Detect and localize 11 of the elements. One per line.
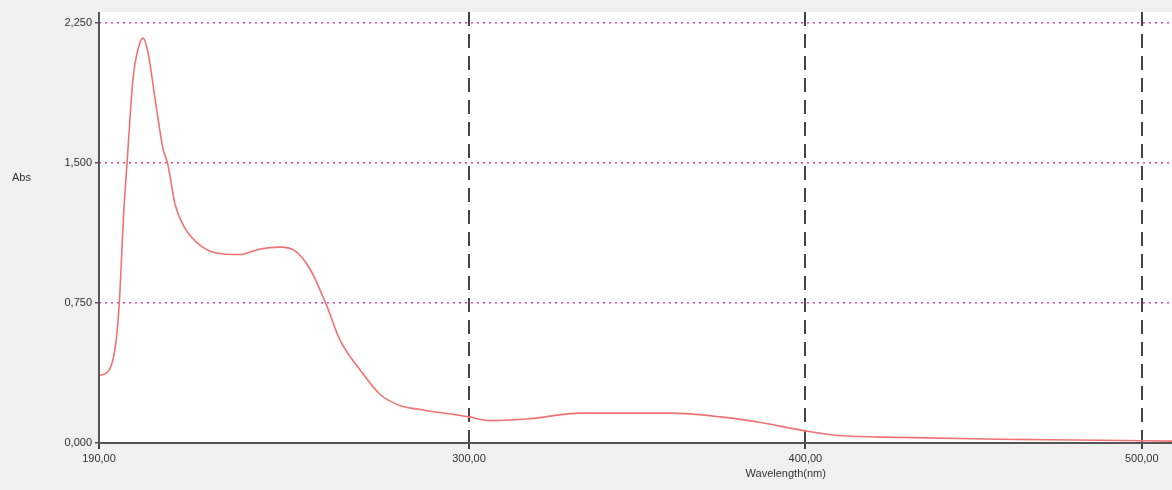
x-tick-label: 190,00 xyxy=(82,451,116,464)
x-axis-title: Wavelength(nm) xyxy=(745,466,826,479)
x-tick-label: 500,00 xyxy=(1124,451,1159,464)
y-tick-label: 0,000 xyxy=(64,436,92,449)
y-tick-label: 1,500 xyxy=(64,156,92,169)
y-tick-label: 2,250 xyxy=(64,16,92,29)
x-tick-label: 400,00 xyxy=(788,451,823,464)
line-series xyxy=(99,37,1172,442)
x-tick-label: 300,00 xyxy=(452,451,486,464)
y-tick-label: 0,750 xyxy=(64,296,92,309)
y-axis-title: Abs xyxy=(12,171,32,184)
